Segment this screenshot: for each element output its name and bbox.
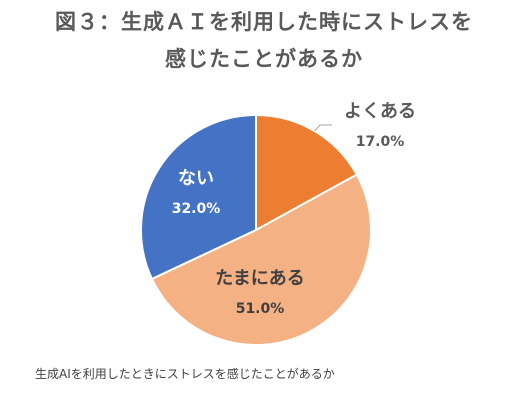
leader-line-1: [314, 124, 332, 132]
chart-title-line-2: 感じたことがあるか: [165, 47, 363, 71]
pie-labels: よくある 17.0% たまにある 51.0% ない 32.0%: [172, 101, 416, 317]
pie-slice-1: [255, 114, 358, 231]
slice-value-label-1: 17.0%: [356, 134, 405, 150]
slice-category-label-1: よくある: [344, 101, 416, 122]
pie-slices: [140, 114, 372, 346]
chart-title-line-1: 図３：生成ＡＩを利用した時にストレスを: [55, 10, 473, 34]
slice-category-label-3: ない: [178, 168, 214, 189]
pie-slice-3: [140, 114, 257, 280]
slice-category-label-2: たまにある: [215, 268, 304, 289]
pie-slice-2: [150, 173, 372, 346]
chart-caption: 生成AIを利用したときにストレスを感じたことがあるか: [35, 367, 335, 381]
slice-value-label-2: 51.0%: [236, 301, 285, 317]
slice-value-label-3: 32.0%: [172, 201, 221, 217]
